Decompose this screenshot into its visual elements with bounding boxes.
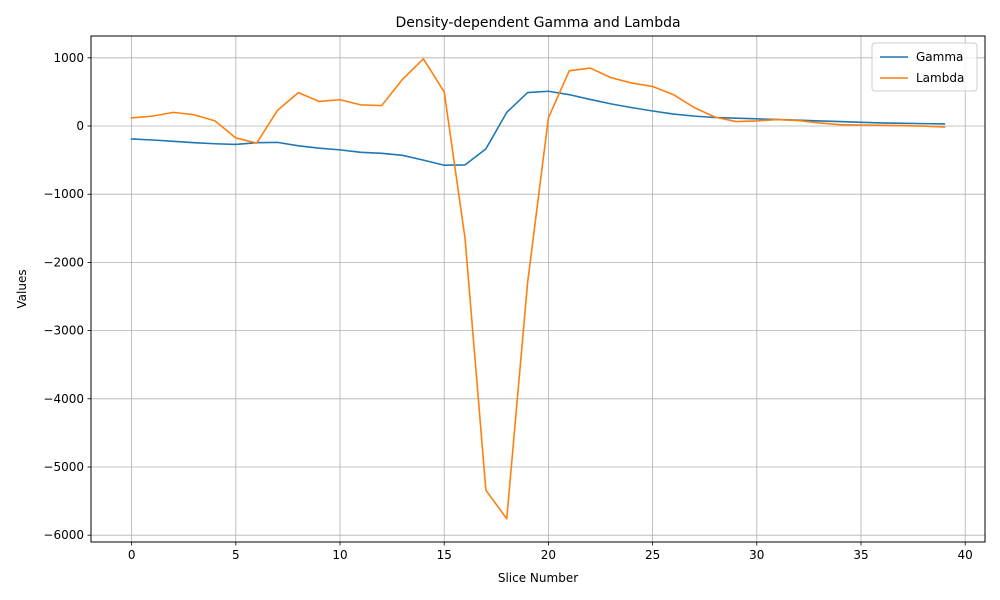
series-line-lambda <box>130 58 946 520</box>
y-tick-label: −4000 <box>43 392 84 406</box>
y-tick-label: 1000 <box>53 51 84 65</box>
x-tick-label: 40 <box>958 548 973 562</box>
y-tick-label: −5000 <box>43 460 84 474</box>
x-tick-label: 10 <box>332 548 347 562</box>
x-tick-label: 5 <box>232 548 240 562</box>
legend-label-lambda: Lambda <box>916 71 964 85</box>
x-tick-label: 25 <box>645 548 660 562</box>
x-tick-label: 0 <box>128 548 136 562</box>
y-tick-label: −3000 <box>43 324 84 338</box>
y-axis-label: Values <box>15 269 29 308</box>
axis-ticks: 0 5 10 15 20 25 30 35 40 1000 0 −1000 −2000 −3000 −400… <box>43 51 972 562</box>
legend-box <box>871 42 978 92</box>
y-tick-label: −1000 <box>43 187 84 201</box>
y-tick-label: −2000 <box>43 255 84 269</box>
series-lines <box>130 58 946 520</box>
chart-title: Density-dependent Gamma and Lambda <box>395 15 680 31</box>
x-tick-label: 30 <box>749 548 764 562</box>
x-tick-label: 15 <box>437 548 452 562</box>
series-line-gamma <box>130 90 946 167</box>
plot-area-frame <box>90 35 986 543</box>
x-axis-label: Slice Number <box>498 571 578 585</box>
legend-label-gamma: Gamma <box>916 50 963 64</box>
y-tick-label: 0 <box>76 119 84 133</box>
x-tick-label: 20 <box>541 548 556 562</box>
y-tick-label: −6000 <box>43 528 84 542</box>
legend: Gamma Lambda <box>871 42 978 92</box>
x-tick-label: 35 <box>853 548 868 562</box>
grid <box>91 36 985 542</box>
